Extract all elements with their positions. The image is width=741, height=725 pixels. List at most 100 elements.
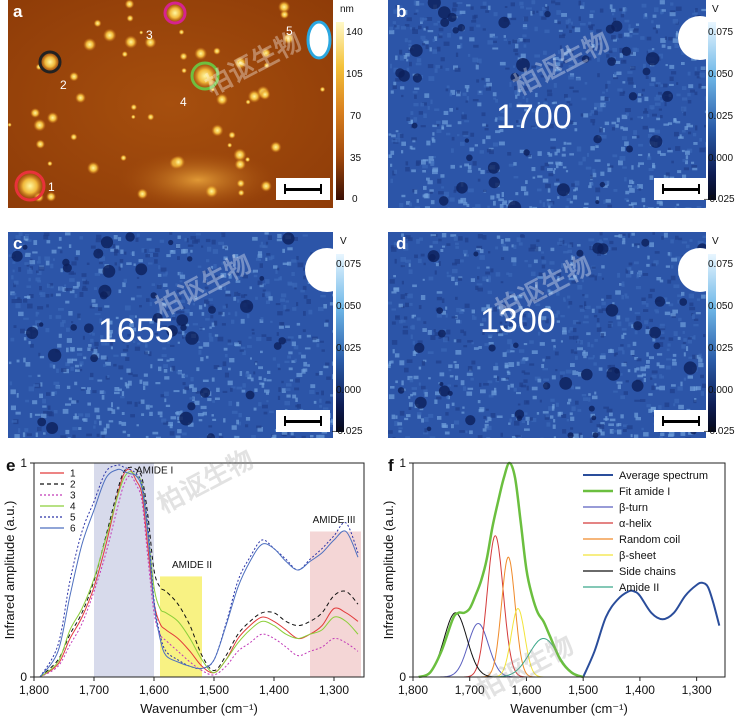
ir-noise <box>460 259 464 263</box>
ir-noise <box>391 321 396 325</box>
ir-noise <box>529 340 534 344</box>
ir-noise <box>147 253 154 257</box>
ir-noise <box>604 104 607 107</box>
ir-noise <box>278 387 281 392</box>
ir-dark-particle <box>409 44 423 57</box>
ir-noise <box>66 385 71 389</box>
ir-noise <box>253 371 256 375</box>
ir-noise <box>482 123 486 127</box>
ir-noise <box>277 368 281 371</box>
ir-noise <box>517 57 522 61</box>
ir-noise <box>543 378 549 381</box>
ir-noise <box>570 255 574 260</box>
ir-dark-particle <box>683 361 697 375</box>
ir-noise <box>472 314 475 320</box>
ir-noise <box>635 286 642 290</box>
ir-noise <box>391 414 396 420</box>
ir-noise <box>400 257 406 262</box>
ir-noise <box>81 387 86 390</box>
ir-noise <box>198 350 202 355</box>
ir-noise <box>673 119 677 122</box>
ir-noise <box>272 357 276 361</box>
ir-noise <box>410 111 414 115</box>
ir-noise <box>572 90 579 93</box>
ir-noise <box>318 306 324 312</box>
x-axis-label: Wavenumber (cm⁻¹) <box>510 701 628 716</box>
ir-noise <box>393 81 397 86</box>
ir-noise <box>238 413 242 418</box>
ir-noise <box>426 177 430 181</box>
ir-noise <box>397 132 402 138</box>
ir-noise <box>638 188 642 191</box>
ir-noise <box>638 154 643 156</box>
ir-noise <box>516 361 520 366</box>
ir-noise <box>477 287 483 292</box>
ir-noise <box>310 435 314 438</box>
ir-noise <box>410 393 413 397</box>
ir-noise <box>429 189 434 192</box>
ir-noise <box>483 415 487 419</box>
ir-noise <box>693 399 697 404</box>
ir-noise <box>487 307 493 311</box>
ir-noise <box>60 322 65 327</box>
ir-noise <box>33 384 39 387</box>
ir-noise <box>482 1 487 6</box>
ir-noise <box>655 30 658 34</box>
ir-noise <box>676 93 681 97</box>
ir-noise <box>510 350 515 353</box>
ir-noise <box>514 420 520 426</box>
ir-noise <box>685 437 691 438</box>
ir-noise <box>90 348 95 351</box>
ir-noise <box>667 122 673 125</box>
ir-noise <box>520 234 524 238</box>
ir-noise <box>601 308 608 311</box>
ir-noise <box>661 9 666 12</box>
colorbar-d <box>708 254 716 432</box>
ir-noise <box>656 24 661 29</box>
ir-noise <box>586 332 591 336</box>
ir-noise <box>580 113 584 117</box>
ir-noise <box>501 243 506 248</box>
ir-noise <box>476 79 480 83</box>
ir-noise <box>552 56 559 60</box>
colorbar-d-unit: V <box>712 236 719 247</box>
ir-noise <box>695 386 701 391</box>
ir-noise <box>257 251 263 256</box>
ir-noise <box>654 7 659 12</box>
ir-noise <box>257 427 263 432</box>
colorbar-d-tick: 0.025 <box>708 343 734 354</box>
ir-noise <box>126 345 129 349</box>
ir-noise <box>467 165 472 170</box>
ir-noise <box>671 71 677 75</box>
ir-noise <box>408 43 412 47</box>
ir-noise <box>615 124 619 128</box>
ir-noise <box>590 174 593 180</box>
ir-noise <box>221 232 226 238</box>
ir-noise <box>177 331 182 335</box>
ir-noise <box>231 425 237 430</box>
ir-noise <box>582 351 588 356</box>
ir-noise <box>280 298 285 302</box>
ir-dark-particle <box>200 387 211 398</box>
ir-noise <box>512 39 517 44</box>
ir-noise <box>485 271 490 275</box>
ir-noise <box>485 86 491 91</box>
ir-noise <box>269 410 274 414</box>
ir-noise <box>43 432 46 435</box>
ir-noise <box>441 298 445 303</box>
chart-f: 1,800 1,700 1,600 1,500 1,400 1,30001Wavenumb… <box>381 456 726 716</box>
ir-noise <box>245 424 249 428</box>
ir-noise <box>557 21 561 25</box>
ir-noise <box>668 303 674 307</box>
ir-noise <box>615 352 618 355</box>
ir-noise <box>66 338 72 343</box>
colorbar-a-tick: 0 <box>352 194 358 205</box>
ir-noise <box>563 52 568 56</box>
ir-noise <box>588 24 593 29</box>
ir-noise <box>531 167 536 172</box>
ir-noise <box>541 264 546 269</box>
ir-noise <box>656 277 662 281</box>
ir-noise <box>541 251 544 254</box>
ir-noise <box>447 394 450 400</box>
ir-noise <box>547 78 553 81</box>
